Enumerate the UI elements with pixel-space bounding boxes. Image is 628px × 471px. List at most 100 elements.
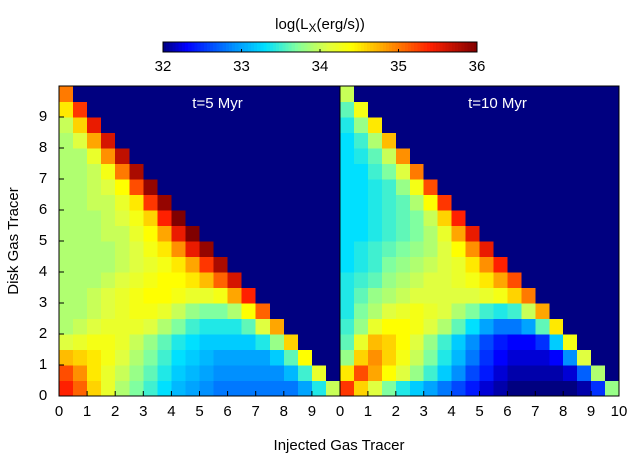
heatmap-cell (479, 241, 494, 257)
heatmap-cell (465, 380, 480, 397)
heatmap-cell (563, 148, 578, 164)
heatmap-cell (591, 225, 606, 242)
heatmap-cell (465, 194, 480, 211)
heatmap-cell (129, 163, 144, 180)
heatmap-cell (479, 194, 494, 211)
heatmap-cell (381, 148, 397, 164)
heatmap-cell (87, 101, 102, 118)
heatmap-cell (59, 349, 74, 366)
heatmap-cell (297, 380, 313, 397)
heatmap-cell (605, 194, 620, 211)
colorbar-swatch (169, 42, 174, 52)
colorbar-swatch (326, 42, 331, 52)
heatmap-cell (437, 163, 453, 180)
heatmap-cell (507, 334, 522, 350)
heatmap-cell (367, 179, 383, 195)
heatmap-cell (395, 287, 411, 304)
x-tick-label: 5 (195, 403, 203, 420)
heatmap-cell (213, 194, 229, 211)
colorbar-swatch (254, 42, 258, 52)
heatmap-cell (255, 365, 271, 381)
heatmap-cell (143, 272, 158, 288)
colorbar-swatch (210, 42, 214, 52)
heatmap-cell (73, 132, 88, 149)
heatmap-cell (311, 318, 327, 335)
heatmap-cell (325, 194, 341, 211)
heatmap-cell (143, 334, 158, 350)
heatmap-cell (479, 334, 494, 350)
heatmap-cell (521, 86, 536, 102)
colorbar-tick-label: 33 (233, 58, 250, 75)
heatmap-cell (101, 365, 116, 381)
heatmap-cell (353, 179, 369, 195)
heatmap-cell (185, 101, 200, 118)
heatmap-cell (423, 148, 439, 164)
heatmap-cell (451, 101, 467, 118)
heatmap-cell (340, 272, 355, 288)
heatmap-cell (171, 194, 186, 211)
heatmap-cell (381, 256, 397, 273)
heatmap-cell (381, 210, 397, 226)
heatmap-cell (185, 256, 200, 273)
heatmap-cell (157, 148, 172, 164)
heatmap-cell (479, 365, 494, 381)
heatmap-cell (451, 179, 467, 195)
heatmap-cell (171, 256, 186, 273)
heatmap-cell (423, 256, 439, 273)
heatmap-cell (437, 225, 453, 242)
heatmap-cell (367, 287, 383, 304)
colorbar-swatch (206, 42, 211, 52)
heatmap-cell (129, 179, 144, 195)
colorbar-swatch (172, 42, 177, 52)
heatmap-cell (367, 117, 383, 133)
heatmap-cell (340, 334, 355, 350)
heatmap-cell (577, 210, 592, 226)
heatmap-cell (143, 241, 158, 257)
heatmap-cell (479, 287, 494, 304)
heatmap-cell (451, 349, 467, 366)
heatmap-cell (87, 380, 102, 397)
heatmap-cell (577, 86, 592, 102)
heatmap-cell (367, 365, 383, 381)
heatmap-cell (143, 256, 158, 273)
heatmap-cell (199, 179, 215, 195)
colorbar-swatch (266, 42, 271, 52)
heatmap-cell (521, 132, 536, 149)
heatmap-cell (549, 256, 564, 273)
heatmap-cell (395, 148, 411, 164)
heatmap-cell (283, 117, 299, 133)
heatmap-cell (451, 241, 467, 257)
heatmap-cell (395, 318, 411, 335)
heatmap-cell (325, 179, 341, 195)
heatmap-cell (59, 163, 74, 180)
heatmap-cell (353, 272, 369, 288)
heatmap-cell (549, 272, 564, 288)
heatmap-cell (437, 349, 453, 366)
heatmap-cell (353, 365, 369, 381)
heatmap-cell (381, 194, 397, 211)
heatmap-cell (59, 256, 74, 273)
heatmap-cell (353, 349, 369, 366)
heatmap-cell (353, 380, 369, 397)
heatmap-cell (493, 117, 508, 133)
heatmap-cell (340, 241, 355, 257)
heatmap-cell (535, 365, 550, 381)
heatmap-cell (577, 194, 592, 211)
colorbar-tick-label: 34 (312, 58, 329, 75)
heatmap-cell (129, 210, 144, 226)
heatmap-cell (381, 349, 397, 366)
heatmap-cell (115, 101, 130, 118)
heatmap-cell (199, 287, 215, 304)
heatmap-cell (577, 334, 592, 350)
heatmap-cell (255, 86, 271, 102)
heatmap-cell (297, 194, 313, 211)
heatmap-cell (591, 194, 606, 211)
heatmap-cell (535, 303, 550, 319)
heatmap-cell (325, 241, 341, 257)
heatmap-cell (269, 318, 285, 335)
heatmap-cell (381, 132, 397, 149)
heatmap-cell (73, 380, 88, 397)
heatmap-cell (227, 225, 243, 242)
heatmap-cell (199, 349, 215, 366)
heatmap-cell (465, 334, 480, 350)
